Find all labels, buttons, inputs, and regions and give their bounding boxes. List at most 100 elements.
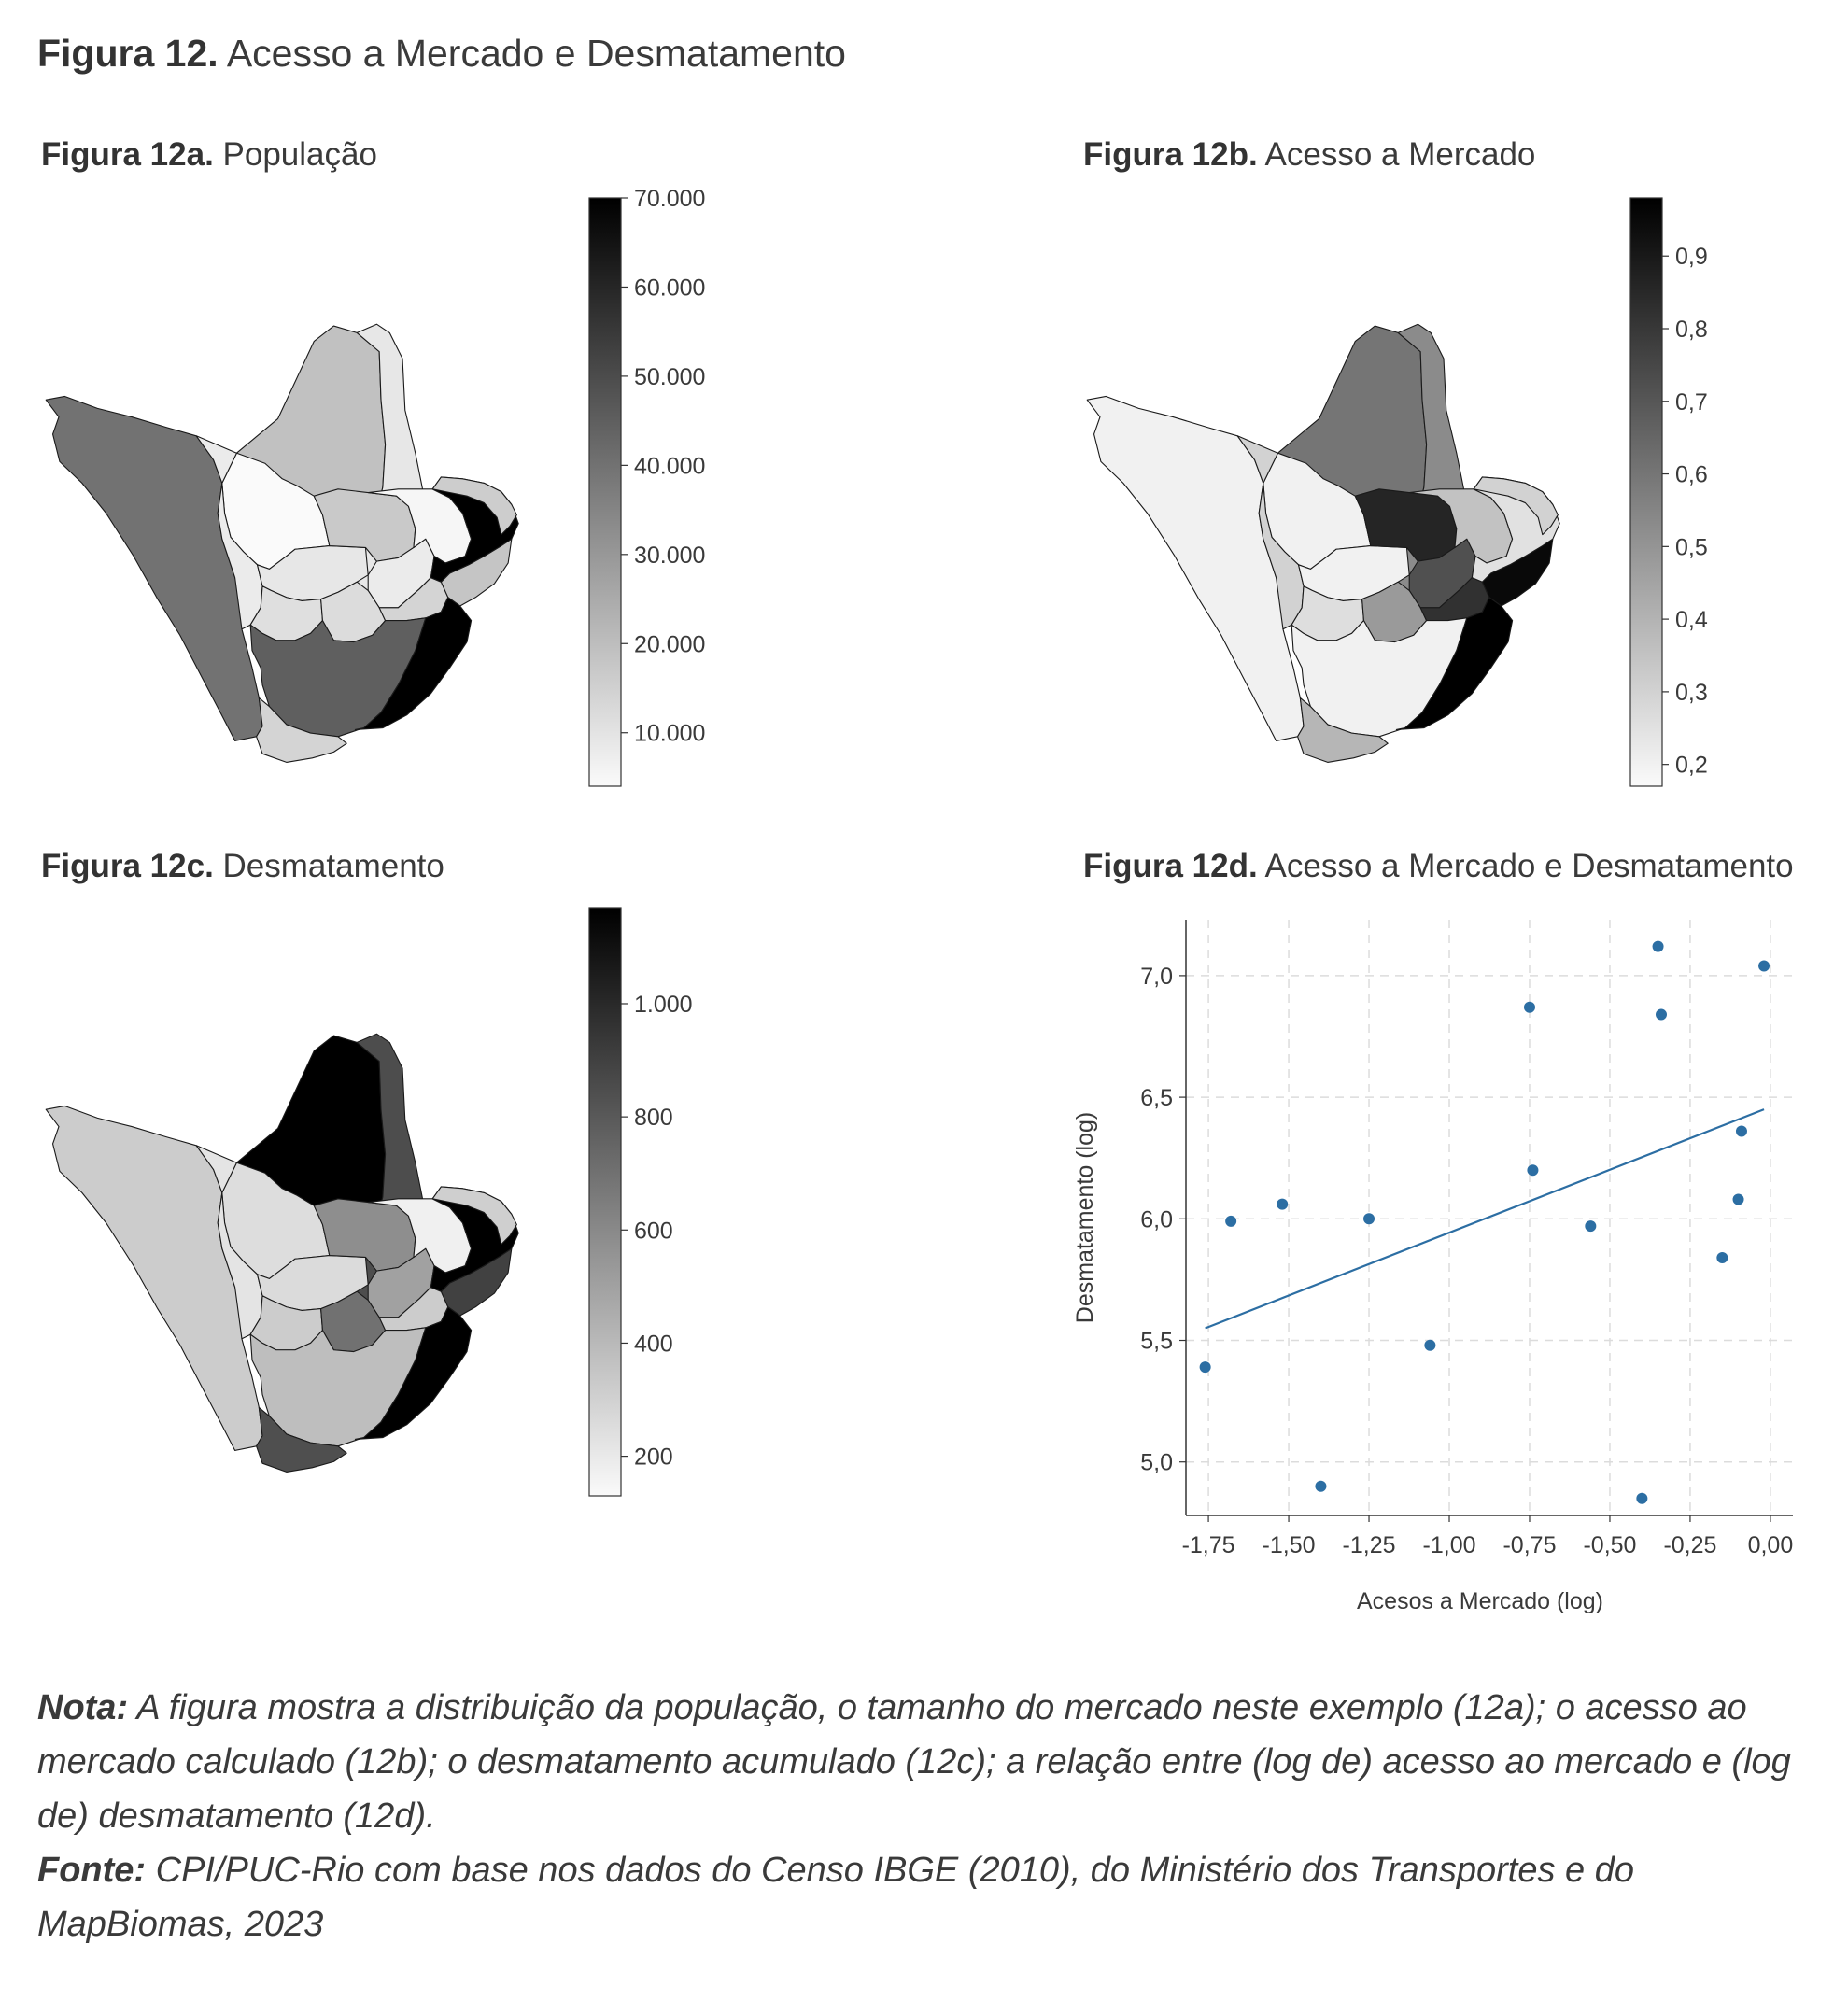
y-tick-label: 7,0 (1140, 964, 1173, 990)
panel-a-label: Figura 12a. (41, 136, 214, 173)
note-paragraph: Nota: A figura mostra a distribuição da … (37, 1681, 1812, 1843)
pop-region-17 (256, 697, 347, 763)
data-point (1527, 1164, 1539, 1177)
defor-colorbar-tick-label: 800 (634, 1105, 673, 1131)
y-tick-label: 5,0 (1140, 1450, 1173, 1476)
data-point (1363, 1213, 1375, 1225)
access-colorbar-tick-label: 0,4 (1675, 607, 1708, 633)
x-axis-label: Acesos a Mercado (log) (1357, 1588, 1603, 1614)
data-point (1636, 1492, 1648, 1504)
defor-colorbar-tick-label: 600 (634, 1218, 673, 1244)
data-point (1585, 1220, 1597, 1233)
pop-colorbar-tick-label: 50.000 (634, 364, 705, 390)
defor-region-3 (45, 1105, 263, 1451)
x-tick-label: -0,75 (1502, 1532, 1556, 1558)
access-colorbar-tick-label: 0,9 (1675, 244, 1708, 270)
defor-colorbar-tick-label: 400 (634, 1331, 673, 1357)
data-point (1655, 1008, 1667, 1021)
data-point (1199, 1361, 1211, 1374)
access-colorbar-gradient (1629, 197, 1663, 787)
map-panel-population: 10.000 20.000 30.000 40.000 50.000 60.000 70.0… (37, 187, 747, 803)
note-label: Nota: (37, 1688, 129, 1727)
y-tick-label: 5,5 (1140, 1329, 1173, 1355)
pop-colorbar-tick-label: 70.000 (634, 187, 705, 212)
panel-a-title-text: População (222, 136, 377, 173)
pop-colorbar-gradient (588, 197, 622, 787)
access-region-17 (1297, 697, 1389, 763)
colorbar-population: 10.000 20.000 30.000 40.000 50.000 60.000 70.0… (588, 187, 705, 787)
pop-colorbar-tick-label: 40.000 (634, 453, 705, 479)
colorbar-market-access: 0,2 0,3 0,4 0,5 0,6 0,7 0,8 0,9 (1629, 197, 1708, 787)
source-label: Fonte: (37, 1851, 147, 1890)
access-colorbar-tick-label: 0,8 (1675, 317, 1708, 343)
pop-region-18 (431, 476, 517, 536)
access-colorbar-tick-label: 0,2 (1675, 753, 1708, 779)
figure-title-text: Acesso a Mercado e Desmatamento (226, 32, 846, 75)
panel-c-label: Figura 12c. (41, 848, 214, 884)
data-point (1652, 940, 1664, 952)
access-colorbar-tick-label: 0,7 (1675, 389, 1708, 416)
data-point (1424, 1339, 1436, 1351)
data-point (1758, 960, 1770, 972)
figure-number: Figura 12. (37, 32, 219, 75)
pop-region-16 (354, 597, 473, 730)
pop-colorbar-tick-label: 60.000 (634, 275, 705, 301)
panel-d-title-text: Acesso a Mercado e Desmatamento (1264, 848, 1794, 884)
y-tick-label: 6,0 (1140, 1206, 1173, 1233)
access-colorbar-tick-label: 0,6 (1675, 462, 1708, 488)
panel-a-title: Figura 12a. População (41, 136, 377, 174)
map-deforestation (45, 1033, 519, 1472)
source-paragraph: Fonte: CPI/PUC-Rio com base nos dados do… (37, 1843, 1812, 1952)
data-point (1716, 1251, 1728, 1263)
data-point (1277, 1198, 1289, 1210)
data-point (1225, 1215, 1237, 1227)
y-tick-label: 6,5 (1140, 1085, 1173, 1111)
panel-d-title: Figura 12d. Acesso a Mercado e Desmatame… (1083, 848, 1794, 885)
access-colorbar-tick-label: 0,3 (1675, 680, 1708, 706)
defor-region-16 (354, 1306, 473, 1440)
figure-title: Figura 12. Acesso a Mercado e Desmatamen… (37, 32, 846, 76)
panel-d-label: Figura 12d. (1083, 848, 1258, 884)
x-tick-label: -0,50 (1583, 1532, 1636, 1558)
panel-c-title-text: Desmatamento (222, 848, 444, 884)
x-tick-label: 0,00 (1748, 1532, 1794, 1558)
map-panel-deforestation: 200 400 600 800 1.000 (37, 896, 747, 1513)
access-region-3 (1086, 395, 1305, 741)
scatter-panel: -1,75 -1,50 -1,25 -1,00 -0,75 -0,50 -0,25 0,00 5… (1065, 910, 1812, 1629)
panel-b-title: Figura 12b. Acesso a Mercado (1083, 136, 1535, 174)
panel-b-label: Figura 12b. (1083, 136, 1258, 173)
x-tick-label: -1,00 (1423, 1532, 1476, 1558)
defor-colorbar-gradient (588, 907, 622, 1497)
defor-colorbar-tick-label: 200 (634, 1444, 673, 1471)
colorbar-deforestation: 200 400 600 800 1.000 (588, 907, 693, 1497)
data-point (1315, 1480, 1327, 1492)
x-tick-label: -1,75 (1182, 1532, 1235, 1558)
map-panel-market-access: 0,2 0,3 0,4 0,5 0,6 0,7 0,8 0,9 (1079, 187, 1788, 803)
note-text: A figura mostra a distribuição da popula… (37, 1688, 1791, 1836)
scatter-plot: -1,75 -1,50 -1,25 -1,00 -0,75 -0,50 -0,25 0,00 5… (1072, 920, 1794, 1614)
pop-colorbar-tick-label: 10.000 (634, 721, 705, 747)
x-tick-label: -0,25 (1663, 1532, 1716, 1558)
panel-b-title-text: Acesso a Mercado (1264, 136, 1536, 173)
access-region-18 (1473, 476, 1559, 536)
defor-region-17 (256, 1406, 347, 1472)
map-market-access (1086, 323, 1560, 763)
data-point (1735, 1125, 1747, 1137)
defor-colorbar-tick-label: 1.000 (634, 992, 693, 1018)
access-colorbar-tick-label: 0,5 (1675, 534, 1708, 560)
map-population (45, 323, 519, 763)
access-region-16 (1395, 597, 1514, 730)
pop-region-3 (45, 395, 263, 741)
notes: Nota: A figura mostra a distribuição da … (37, 1681, 1812, 1952)
source-text: CPI/PUC-Rio com base nos dados do Censo … (37, 1851, 1635, 1944)
pop-colorbar-tick-label: 20.000 (634, 631, 705, 657)
pop-colorbar-tick-label: 30.000 (634, 542, 705, 569)
fit-line (1205, 1108, 1765, 1330)
data-point (1732, 1193, 1744, 1205)
x-tick-label: -1,25 (1343, 1532, 1396, 1558)
x-tick-label: -1,50 (1263, 1532, 1316, 1558)
y-axis-label: Desmatamento (log) (1072, 1112, 1098, 1323)
defor-region-18 (431, 1186, 517, 1246)
data-point (1523, 1001, 1535, 1013)
panel-c-title: Figura 12c. Desmatamento (41, 848, 444, 885)
